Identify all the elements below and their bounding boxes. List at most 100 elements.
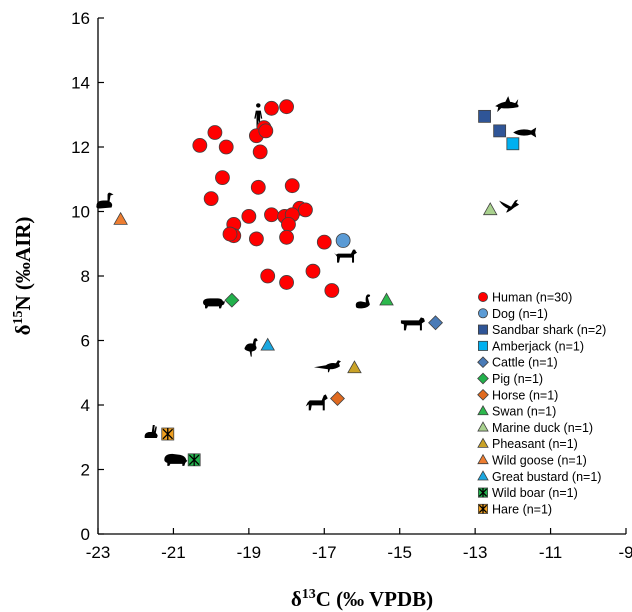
data-point — [215, 170, 230, 186]
legend-entry: Dog (n=1) — [477, 307, 548, 321]
x-tick-label: -19 — [237, 543, 262, 562]
x-tick-label: -23 — [86, 543, 111, 562]
legend-label: Wild boar (n=1) — [492, 486, 578, 500]
data-point — [250, 179, 266, 195]
y-axis: 0 2 4 6 8 10 12 14 16 — [71, 9, 104, 544]
swan-icon — [355, 294, 371, 309]
x-tick-label: -13 — [463, 543, 488, 562]
horse-icon — [305, 394, 328, 411]
data-point — [335, 233, 351, 248]
shark-icon — [495, 96, 519, 113]
series-2 — [478, 109, 507, 138]
data-point — [241, 208, 257, 224]
legend-entry: Hare (n=1) — [477, 502, 552, 516]
legend-entry: Marine duck (n=1) — [477, 421, 593, 435]
legend-marker — [477, 356, 489, 369]
legend-label: Wild goose (n=1) — [492, 454, 587, 468]
dog-icon — [334, 249, 358, 263]
bustard-icon — [244, 338, 258, 357]
data-point — [260, 268, 276, 284]
y-tick-label: 0 — [81, 525, 90, 544]
legend-label: Great bustard (n=1) — [492, 470, 601, 484]
legend-entry: Pheasant (n=1) — [477, 437, 578, 451]
data-point — [428, 315, 444, 331]
legend-marker — [477, 324, 488, 335]
y-tick-label: 6 — [81, 332, 90, 351]
legend-label: Pheasant (n=1) — [492, 437, 578, 451]
data-point — [187, 453, 201, 467]
data-point — [330, 391, 345, 407]
y-tick-label: 12 — [71, 138, 90, 157]
y-tick-label: 4 — [81, 396, 90, 415]
legend-marker — [477, 340, 488, 351]
legend-marker — [477, 308, 488, 319]
boar-icon — [164, 453, 188, 466]
data-point — [284, 178, 300, 194]
legend-label: Marine duck (n=1) — [492, 421, 593, 435]
legend-label: Horse (n=1) — [492, 388, 558, 402]
series-3 — [506, 137, 520, 151]
data-point — [279, 229, 294, 245]
data-points — [113, 99, 520, 467]
data-point — [347, 360, 362, 374]
hare-icon — [144, 425, 158, 439]
legend-label: Swan (n=1) — [492, 405, 556, 419]
series-9 — [347, 360, 362, 374]
legend-entry: Cattle (n=1) — [477, 356, 558, 370]
series-5 — [224, 292, 240, 308]
y-tick-label: 2 — [81, 461, 90, 480]
y-tick-label: 16 — [71, 9, 90, 28]
legend-marker — [477, 372, 489, 385]
fish-icon — [513, 127, 537, 138]
data-point — [279, 275, 294, 290]
legend-marker — [477, 388, 489, 401]
legend-marker — [477, 453, 489, 465]
x-tick-label: -9 — [618, 543, 632, 562]
data-point — [264, 100, 279, 116]
data-point — [279, 99, 294, 115]
legend-label: Sandbar shark (n=2) — [492, 323, 606, 337]
legend-label: Human (n=30) — [492, 291, 572, 305]
series-10 — [113, 211, 128, 225]
y-tick-label: 10 — [71, 203, 90, 222]
legend-label: Amberjack (n=1) — [492, 339, 584, 353]
series-1 — [335, 233, 351, 248]
series-8 — [482, 202, 498, 216]
legend-marker — [477, 404, 489, 416]
legend-entry: Swan (n=1) — [477, 404, 556, 419]
data-point — [316, 234, 332, 250]
legend: Human (n=30) Dog (n=1) Sandbar shark (n=2)… — [477, 291, 606, 516]
data-point — [207, 125, 223, 140]
x-tick-label: -21 — [161, 543, 186, 562]
data-point — [192, 137, 208, 153]
animal-silhouettes — [96, 96, 537, 466]
data-point — [248, 231, 264, 247]
data-point — [258, 123, 274, 139]
legend-entry: Pig (n=1) — [477, 372, 543, 386]
series-13 — [161, 427, 175, 441]
legend-marker — [477, 437, 489, 448]
legend-entry: Great bustard (n=1) — [477, 470, 601, 484]
legend-entry: Horse (n=1) — [477, 388, 558, 402]
series-0 — [192, 99, 340, 298]
data-point — [161, 427, 175, 441]
data-point — [203, 191, 219, 207]
legend-entry: Wild goose (n=1) — [477, 453, 587, 468]
legend-marker — [477, 470, 489, 481]
legend-entry: Amberjack (n=1) — [477, 339, 584, 353]
x-tick-label: -17 — [312, 543, 337, 562]
data-point — [218, 139, 234, 155]
data-point — [478, 109, 491, 123]
y-axis-title: δ15N (‰AIR) — [11, 217, 35, 336]
legend-marker — [477, 291, 488, 302]
duck-icon — [499, 199, 520, 213]
data-point — [113, 211, 128, 225]
goose-icon — [96, 192, 114, 209]
data-point — [224, 292, 240, 308]
legend-marker — [477, 487, 488, 498]
human-icon — [254, 103, 263, 129]
y-tick-label: 14 — [71, 74, 90, 93]
x-axis: -23 -21 -19 -17 -15 -13 -11 -9 — [86, 528, 632, 562]
data-point — [252, 144, 268, 160]
